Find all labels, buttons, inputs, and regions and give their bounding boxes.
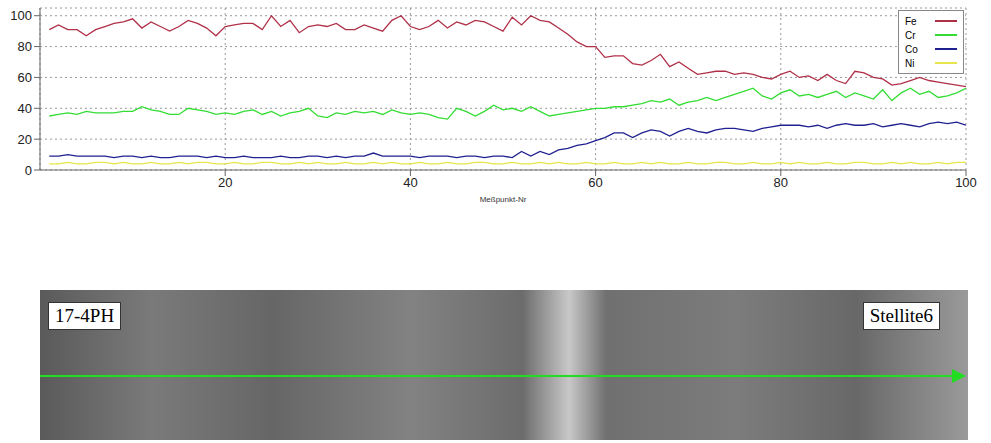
svg-text:40: 40	[18, 101, 32, 116]
svg-text:20: 20	[218, 175, 232, 190]
svg-text:Meßpunkt-Nr: Meßpunkt-Nr	[480, 195, 527, 204]
html-text:Cr: Cr	[905, 29, 916, 41]
svg-text:60: 60	[18, 70, 32, 85]
svg-text:80: 80	[18, 39, 32, 54]
html-text:Ni: Ni	[905, 57, 915, 69]
html-text:Fe: Fe	[905, 15, 917, 27]
svg-text:0: 0	[25, 163, 32, 178]
html-text:Stellite6: Stellite6	[869, 305, 933, 326]
svg-text:80: 80	[774, 175, 788, 190]
svg-text:20: 20	[18, 132, 32, 147]
svg-text:100: 100	[10, 8, 32, 23]
svg-text:60: 60	[588, 175, 602, 190]
svg-text:100: 100	[955, 175, 977, 190]
html-text:Co: Co	[905, 43, 918, 55]
svg-text:40: 40	[403, 175, 417, 190]
html-text:17-4PH: 17-4PH	[55, 305, 115, 326]
